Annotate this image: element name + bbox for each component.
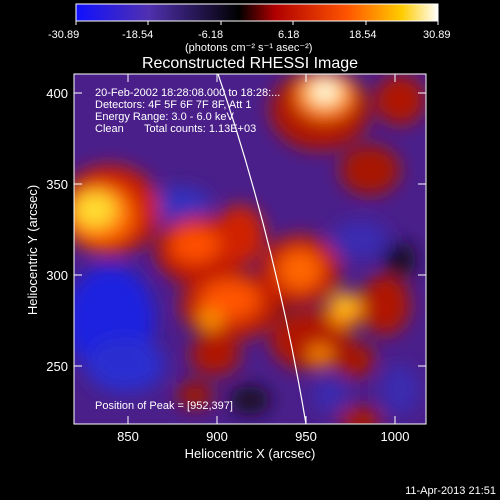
annotation-time-range: 20-Feb-2002 18:28:08.000 to 18:28:...	[95, 87, 280, 99]
y-axis-ticks	[74, 92, 426, 367]
y-tick-label: 350	[46, 177, 68, 192]
y-tick-label: 300	[46, 268, 68, 283]
colorbar-tick-label: -6.18	[198, 29, 223, 41]
solar-limb-line	[217, 74, 307, 424]
footer-timestamp: 11-Apr-2013 21:51	[405, 485, 496, 497]
x-tick-label: 850	[117, 429, 139, 444]
x-axis-ticks	[127, 74, 396, 424]
x-tick-label: 950	[295, 429, 317, 444]
image-area	[74, 74, 426, 424]
colorbar	[75, 3, 439, 22]
annotation-clean: Clean	[95, 123, 124, 135]
plot-frame	[73, 73, 427, 425]
y-tick-label: 400	[46, 86, 68, 101]
colorbar-tick-label: -30.89	[48, 29, 79, 41]
colorbar-tick-label: -18.54	[122, 29, 153, 41]
colorbar-tick-label: 6.18	[278, 29, 299, 41]
x-tick-label: 1000	[381, 429, 410, 444]
y-axis-label: Heliocentric Y (arcsec)	[25, 185, 40, 315]
colorbar-ticks	[75, 21, 439, 25]
annotation-energy-range: Energy Range: 3.0 - 6.0 keV	[95, 111, 234, 123]
y-tick-label: 250	[46, 359, 68, 374]
annotation-total-counts: Total counts: 1.13E+03	[144, 123, 256, 135]
annotation-peak-position: Position of Peak = [952,397]	[95, 400, 233, 412]
x-axis-label: Heliocentric X (arcsec)	[185, 446, 316, 461]
colorbar-tick-label: 30.89	[423, 29, 451, 41]
colorbar-tick-label: 18.54	[349, 29, 377, 41]
colorbar-units: (photons cm⁻² s⁻¹ asec⁻²)	[185, 42, 312, 54]
x-tick-label: 900	[206, 429, 228, 444]
chart-title: Reconstructed RHESSI Image	[142, 55, 358, 72]
annotation-detectors: Detectors: 4F 5F 6F 7F 8F, Att 1	[95, 99, 252, 111]
